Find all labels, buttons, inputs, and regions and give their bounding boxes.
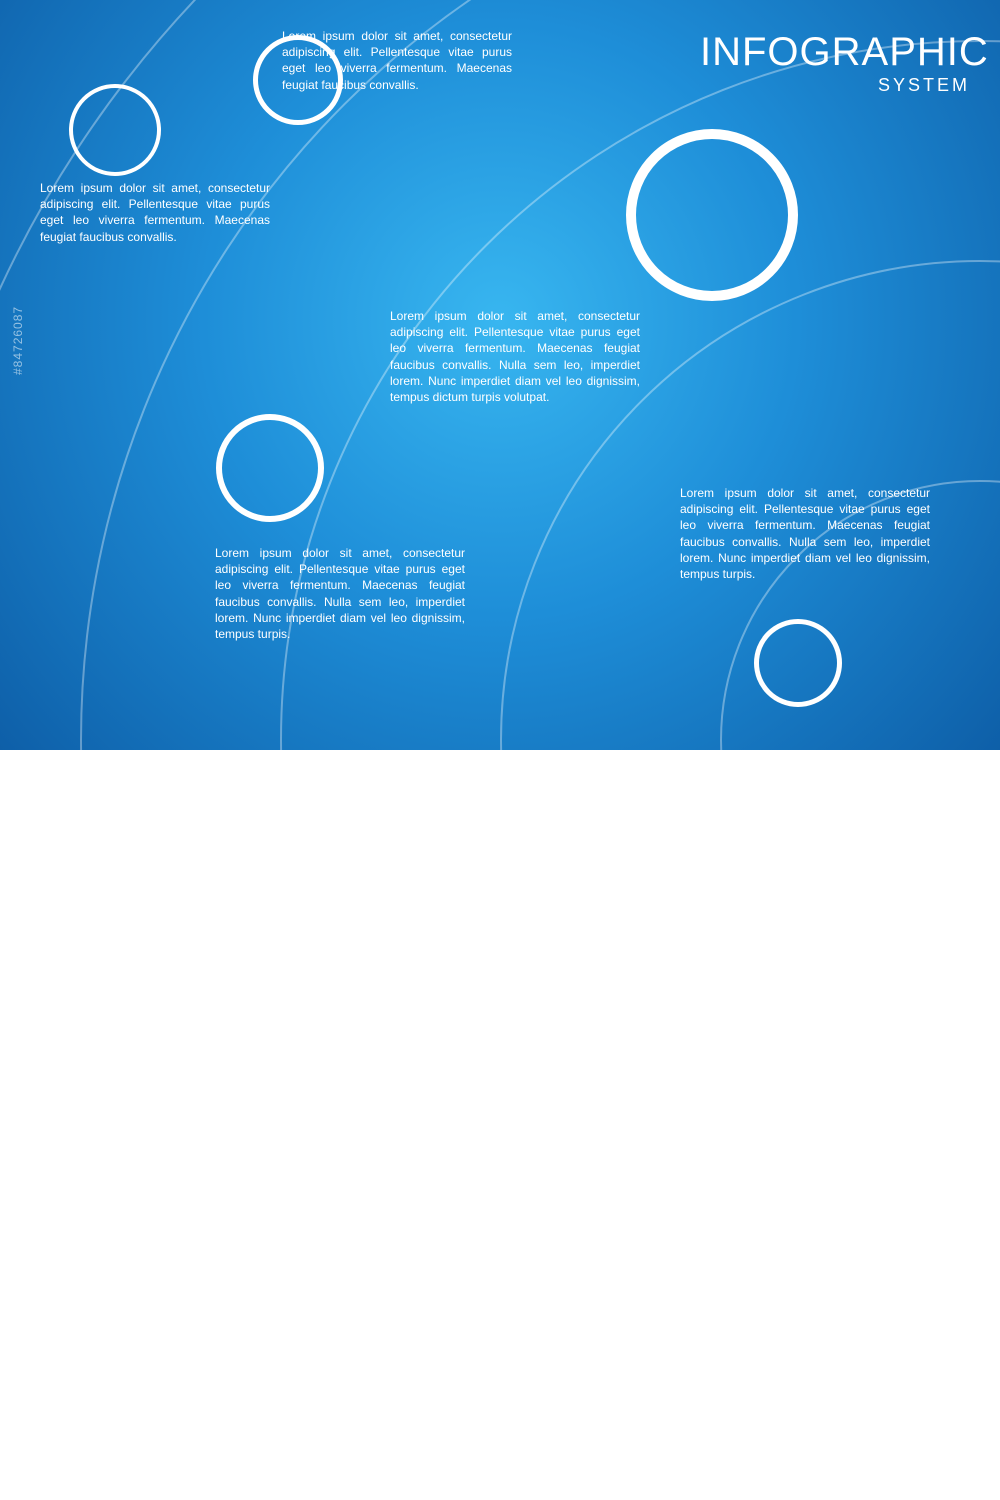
node-circle-n5 [754,619,842,707]
text-block-t5: Lorem ipsum dolor sit amet, consectetur … [680,485,930,582]
title-block: INFOGRAPHIC SYSTEM [700,30,970,96]
title-sub: SYSTEM [700,75,970,96]
text-block-t3: Lorem ipsum dolor sit amet, consectetur … [390,308,640,405]
infographic-canvas: Lorem ipsum dolor sit amet, consectetur … [0,0,1000,750]
text-block-t1: Lorem ipsum dolor sit amet, consectetur … [282,28,512,93]
watermark-id: #84726087 [11,306,25,375]
node-circle-n3 [626,129,798,301]
text-block-t2: Lorem ipsum dolor sit amet, consectetur … [40,180,270,245]
node-circle-n4 [216,414,324,522]
text-block-t4: Lorem ipsum dolor sit amet, consectetur … [215,545,465,642]
title-main: INFOGRAPHIC [700,30,970,75]
node-circle-n1 [69,84,161,176]
